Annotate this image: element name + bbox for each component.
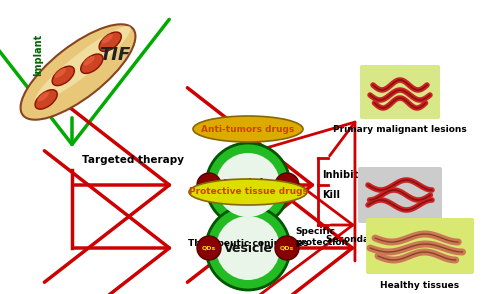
Text: Implant: Implant [33,34,43,76]
Ellipse shape [189,179,307,205]
Text: Secondary malignant lesions: Secondary malignant lesions [326,235,474,245]
Circle shape [197,236,221,260]
Text: Targeted therapy: Targeted therapy [82,155,184,165]
Circle shape [275,236,299,260]
Ellipse shape [83,56,94,66]
Ellipse shape [52,66,74,86]
Ellipse shape [38,91,49,101]
Circle shape [216,153,280,217]
Circle shape [206,206,290,290]
Text: Primary malignant lesions: Primary malignant lesions [333,126,467,134]
Ellipse shape [102,34,113,44]
Text: QDs: QDs [280,183,294,188]
FancyBboxPatch shape [366,218,474,274]
Text: Vesicle: Vesicle [224,241,272,255]
Ellipse shape [35,26,131,102]
Ellipse shape [20,24,136,120]
Text: Vesicle: Vesicle [224,178,272,191]
Circle shape [216,216,280,280]
Text: Inhibit: Inhibit [322,170,358,180]
Text: Healthy tissues: Healthy tissues [380,280,460,290]
Text: Protective tissue drugs: Protective tissue drugs [188,188,308,196]
Text: QDs: QDs [202,183,216,188]
Text: Kill: Kill [322,190,340,200]
Ellipse shape [35,90,57,109]
Ellipse shape [99,32,122,51]
Text: Specific
protection: Specific protection [295,227,348,247]
Ellipse shape [54,68,66,78]
Circle shape [197,173,221,197]
Circle shape [275,173,299,197]
FancyBboxPatch shape [360,65,440,119]
Text: Anti-tumors drugs: Anti-tumors drugs [202,124,294,133]
Text: QDs: QDs [280,245,294,250]
Text: Therapeutic conjugates: Therapeutic conjugates [188,238,308,248]
FancyBboxPatch shape [358,167,442,223]
Ellipse shape [193,116,303,142]
Circle shape [206,143,290,227]
Text: TIF: TIF [100,46,130,64]
Ellipse shape [80,54,103,74]
Text: QDs: QDs [202,245,216,250]
